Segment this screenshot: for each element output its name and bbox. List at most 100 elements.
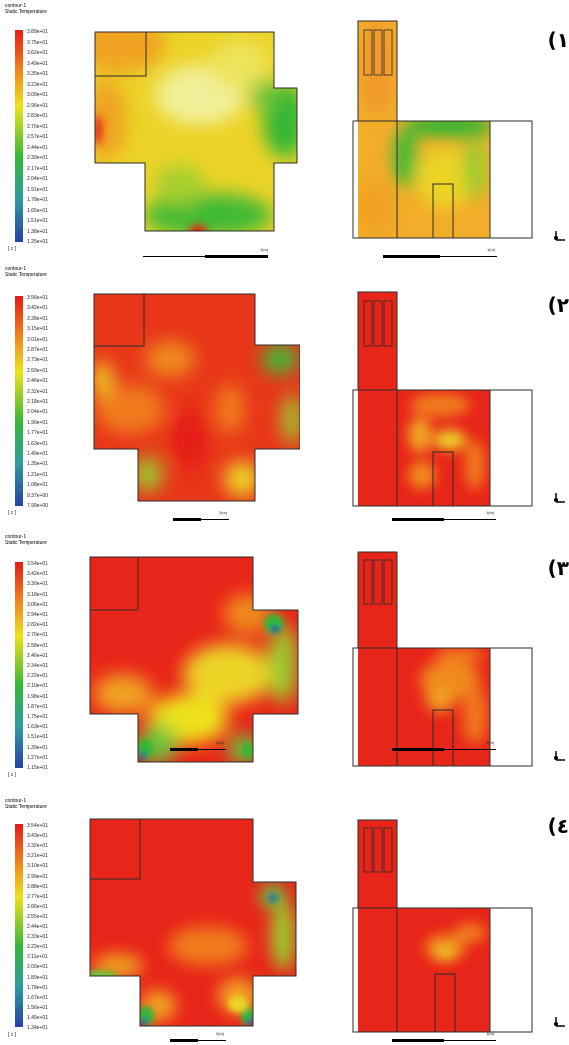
legend-tick: 1.78e+01 (27, 984, 48, 991)
scale-label: 1(m) (486, 1031, 495, 1036)
legend-tick: 1.91e+01 (27, 186, 48, 193)
color-bar (15, 824, 23, 1027)
legend-title: contour-1 (5, 534, 27, 540)
legend-tick: 2.77e+01 (27, 893, 48, 900)
legend-subtitle: Static Temperature (5, 804, 47, 810)
legend-tick: 1.67e+01 (27, 994, 48, 1001)
panel-4: contour-1 Static Temperature 3.54e+01 3.… (0, 786, 569, 1045)
legend-tick: 3.09e+01 (27, 92, 48, 98)
scale-label: 1(m) (260, 247, 269, 252)
plan-scale-bar: 2(m) (170, 740, 230, 753)
legend-tick: 2.00e+01 (27, 964, 48, 971)
legend-tick: 1.45e+01 (27, 1014, 48, 1021)
legend-tick: 3.42e+01 (27, 305, 48, 312)
legend-tick: 2.96e+01 (27, 102, 48, 109)
legend-unit: [ c ] (8, 246, 17, 252)
legend-tick: 1.63e+01 (27, 724, 48, 731)
legend-tick: 2.46e+01 (27, 378, 48, 385)
color-bar (15, 562, 23, 768)
legend-tick: 3.35e+01 (27, 71, 48, 77)
legend-tick: 2.70e+01 (27, 123, 48, 130)
legend-tick: 1.75e+01 (27, 714, 48, 720)
section-view-contour (352, 551, 533, 767)
legend-tick: 2.33e+01 (27, 934, 48, 941)
legend-tick: 1.49e+01 (27, 451, 48, 457)
section-view-contour (352, 20, 533, 239)
legend-tick: 3.43e+01 (27, 833, 48, 840)
scale-label: 1(m) (486, 740, 495, 745)
legend-tick: 2.73e+01 (27, 357, 48, 364)
legend-tick: 3.49e+01 (27, 60, 48, 67)
legend-tick: 3.21e+01 (27, 853, 48, 860)
panel-1: contour-1 Static Temperature 3.89e+01 3.… (0, 0, 569, 262)
legend-tick: 2.55e+01 (27, 913, 48, 920)
legend-unit: [ c ] (8, 510, 17, 516)
legend-unit: [ c ] (8, 1032, 17, 1038)
legend-tick: 3.56e+01 (27, 295, 48, 301)
legend-tick: 2.11e+01 (27, 954, 48, 961)
plan-scale-bar: 1(m) (143, 247, 273, 260)
plan-view-contour (89, 556, 299, 763)
legend-tick: 1.38e+01 (27, 228, 48, 235)
legend-tick: 1.08e+01 (27, 482, 48, 489)
legend-tick: 1.39e+01 (27, 744, 48, 751)
color-bar (15, 30, 23, 242)
panel-label: (۳ (547, 556, 569, 580)
legend-tick: 3.89e+01 (27, 29, 48, 35)
plan-view-contour (94, 31, 298, 232)
axis-triad-icon (554, 751, 565, 761)
section-view-contour (352, 291, 533, 507)
axis-triad-icon (554, 493, 565, 503)
section-scale-bar: 1(m) (383, 247, 503, 260)
axis-triad-icon (554, 1017, 565, 1027)
legend-tick: 2.04e+01 (27, 409, 48, 416)
legend-tick: 2.58e+01 (27, 642, 48, 649)
legend-tick: 2.34e+01 (27, 663, 48, 669)
legend-title: contour-1 (5, 798, 27, 804)
legend-tick: 1.63e+01 (27, 440, 48, 447)
legend-tick: 3.42e+01 (27, 571, 48, 578)
legend-tick: 3.10e+01 (27, 863, 48, 870)
legend-tick: 2.10e+01 (27, 683, 48, 690)
legend-tick: 2.17e+01 (27, 165, 48, 172)
scale-label: 2(m) (216, 1031, 225, 1036)
legend-tick: 2.88e+01 (27, 883, 48, 890)
legend-tick: 1.77e+01 (27, 430, 48, 437)
legend-tick: 3.01e+01 (27, 336, 48, 343)
legend-tick: 2.04e+01 (27, 176, 48, 182)
panel-label: (٤ (547, 814, 569, 838)
panel-label: (۲ (547, 293, 569, 317)
section-scale-bar: 1(m) (392, 510, 502, 523)
section-view-contour (352, 819, 533, 1033)
plan-view-contour (93, 293, 300, 502)
legend-tick: 2.87e+01 (27, 347, 48, 353)
plan-scale-bar: 2(m) (170, 1031, 230, 1044)
legend-tick: 3.30e+01 (27, 581, 48, 588)
legend-tick: 1.25e+01 (27, 239, 48, 245)
legend-tick: 2.44e+01 (27, 924, 48, 930)
legend-tick: 2.22e+01 (27, 944, 48, 951)
legend-tick: 3.18e+01 (27, 591, 48, 598)
legend-tick: 3.75e+01 (27, 39, 48, 46)
legend-tick: 1.21e+01 (27, 471, 48, 478)
legend-tick: 3.28e+01 (27, 315, 48, 322)
legend-subtitle: Static Temperature (5, 272, 47, 278)
plan-scale-bar: 2(m) (173, 510, 233, 523)
scale-label: 2(m) (216, 740, 225, 745)
legend-tick: 1.27e+01 (27, 754, 48, 761)
legend-tick: 2.30e+01 (27, 155, 48, 161)
section-scale-bar: 1(m) (392, 1031, 502, 1044)
panel-2: contour-1 Static Temperature 3.56e+01 3.… (0, 262, 569, 524)
panel-3: contour-1 Static Temperature 3.54e+01 3.… (0, 524, 569, 786)
legend-title: contour-1 (5, 266, 27, 272)
legend-tick: 2.70e+01 (27, 632, 48, 639)
legend-subtitle: Static Temperature (5, 9, 47, 15)
legend-tick: 3.32e+01 (27, 843, 48, 850)
legend-tick: 7.99e+00 (27, 503, 48, 509)
legend-title: contour-1 (5, 3, 27, 9)
legend-tick: 2.44e+01 (27, 144, 48, 151)
legend-tick: 2.82e+01 (27, 622, 48, 629)
legend-subtitle: Static Temperature (5, 540, 47, 546)
scale-label: 2(m) (219, 510, 228, 515)
legend-tick: 3.54e+01 (27, 823, 48, 829)
